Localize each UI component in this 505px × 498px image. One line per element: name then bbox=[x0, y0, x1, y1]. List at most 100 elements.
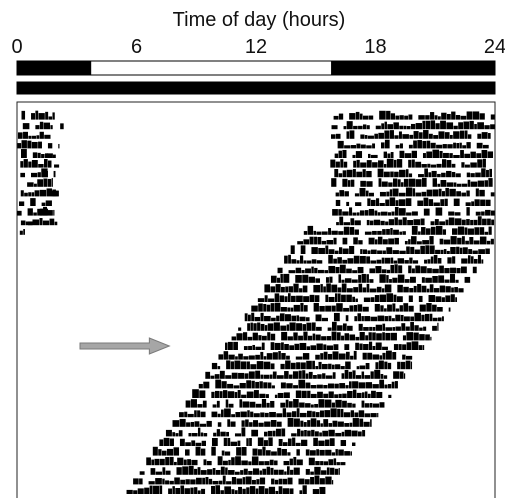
activity-bout bbox=[476, 142, 483, 149]
activity-bout bbox=[318, 361, 322, 370]
activity-bout bbox=[316, 449, 320, 456]
activity-bout bbox=[411, 159, 415, 168]
activity-bout bbox=[402, 335, 407, 341]
activity-bout bbox=[191, 440, 196, 446]
activity-bout bbox=[201, 488, 206, 494]
activity-bout bbox=[471, 256, 474, 264]
activity-bout bbox=[353, 160, 357, 168]
activity-bout bbox=[206, 460, 212, 466]
activity-bout bbox=[358, 240, 363, 245]
activity-bout bbox=[429, 236, 434, 245]
activity-bout bbox=[227, 419, 231, 427]
activity-bout bbox=[393, 159, 397, 168]
activity-bout bbox=[271, 385, 275, 389]
activity-bout bbox=[316, 231, 322, 235]
activity-bout bbox=[249, 438, 252, 446]
activity-bout bbox=[291, 433, 297, 437]
activity-bout bbox=[412, 260, 419, 264]
activity-bout bbox=[372, 403, 380, 408]
activity-bout bbox=[474, 199, 480, 206]
activity-bout bbox=[464, 164, 470, 168]
activity-bout bbox=[437, 317, 442, 322]
activity-bout bbox=[426, 151, 433, 158]
x-tick-label-12: 12 bbox=[245, 36, 267, 58]
activity-bout bbox=[227, 341, 233, 350]
activity-bout bbox=[230, 441, 238, 446]
activity-bout bbox=[339, 190, 345, 197]
activity-bout bbox=[301, 270, 305, 274]
activity-bout bbox=[252, 448, 258, 456]
activity-bout bbox=[369, 279, 374, 283]
activity-bout bbox=[425, 228, 431, 235]
activity-bout bbox=[264, 412, 269, 418]
activity-bout bbox=[349, 207, 353, 216]
activity-bout bbox=[377, 315, 385, 322]
activity-bout bbox=[434, 219, 439, 226]
activity-bout bbox=[39, 121, 44, 130]
activity-bout bbox=[227, 437, 231, 446]
activity-bout bbox=[422, 140, 427, 149]
activity-bout bbox=[374, 295, 380, 302]
activity-bout bbox=[281, 448, 287, 456]
activity-bout bbox=[479, 236, 487, 245]
activity-bout bbox=[192, 389, 199, 398]
activity-bout bbox=[406, 342, 412, 350]
activity-bout bbox=[409, 288, 414, 293]
activity-bout bbox=[370, 154, 378, 158]
activity-bout bbox=[315, 334, 321, 341]
activity-bout bbox=[241, 447, 247, 456]
activity-bout bbox=[270, 286, 276, 293]
activity-bout bbox=[392, 303, 396, 312]
activity-bout bbox=[273, 322, 280, 331]
activity-bout bbox=[382, 352, 386, 360]
activity-bout bbox=[401, 323, 406, 331]
activity-bout bbox=[393, 122, 399, 130]
activity-bout bbox=[323, 384, 328, 389]
activity-bout bbox=[333, 237, 337, 245]
activity-bout bbox=[430, 226, 436, 235]
activity-bout bbox=[318, 399, 325, 408]
activity-bout bbox=[174, 477, 180, 485]
activity-bout bbox=[261, 399, 267, 408]
activity-bout bbox=[354, 412, 359, 418]
activity-bout bbox=[261, 335, 267, 341]
activity-bout bbox=[54, 221, 58, 226]
activity-bout bbox=[254, 316, 261, 322]
activity-bout bbox=[201, 440, 206, 446]
activity-bout bbox=[374, 133, 378, 139]
activity-bout bbox=[349, 422, 353, 427]
activity-bout bbox=[478, 249, 485, 254]
activity-bout bbox=[319, 449, 325, 456]
activity-bout bbox=[245, 476, 252, 485]
activity-bout bbox=[340, 159, 344, 168]
activity-bout bbox=[384, 139, 390, 149]
activity-bout bbox=[281, 353, 286, 360]
activity-bout bbox=[303, 231, 308, 235]
activity-bout bbox=[211, 391, 215, 398]
activity-bout bbox=[366, 145, 372, 149]
activity-bout bbox=[320, 423, 323, 427]
activity-bout bbox=[331, 178, 337, 187]
activity-bout bbox=[429, 245, 435, 254]
activity-bout bbox=[355, 298, 358, 302]
activity-bout bbox=[222, 460, 228, 466]
activity-bout bbox=[264, 284, 270, 293]
activity-bout bbox=[392, 188, 399, 197]
activity-bout bbox=[368, 237, 375, 245]
plot-frame bbox=[16, 101, 496, 498]
activity-bout bbox=[299, 316, 306, 322]
activity-bout bbox=[402, 231, 406, 235]
activity-bout bbox=[355, 336, 360, 341]
activity-bout bbox=[221, 381, 227, 389]
activity-bout bbox=[430, 120, 436, 130]
activity-bout bbox=[345, 315, 349, 322]
activity-bout bbox=[412, 188, 416, 197]
activity-bout bbox=[439, 221, 446, 226]
activity-bout bbox=[278, 351, 281, 360]
activity-bout bbox=[244, 373, 249, 379]
activity-bout bbox=[337, 257, 342, 264]
activity-bout bbox=[324, 399, 332, 408]
activity-bout bbox=[369, 403, 373, 408]
activity-bout bbox=[48, 160, 52, 168]
activity-bout bbox=[343, 222, 351, 226]
